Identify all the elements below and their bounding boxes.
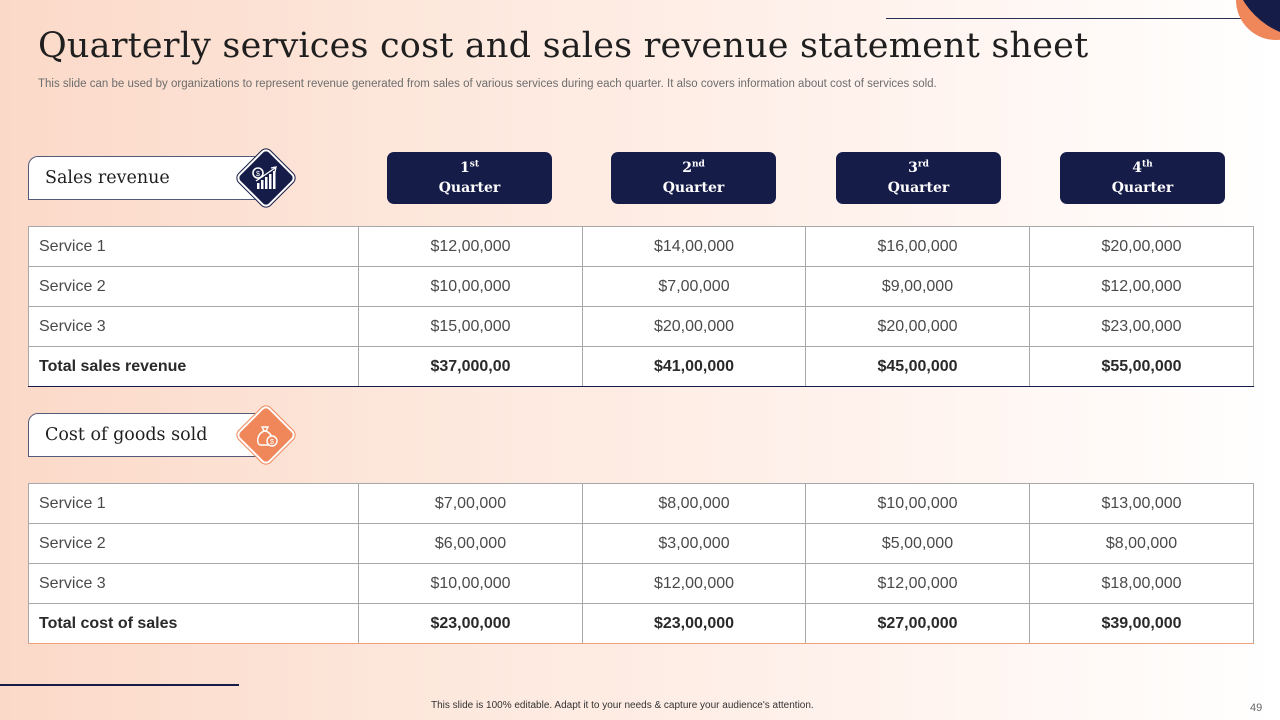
- table-cell: $8,00,000: [582, 483, 806, 524]
- table-row: Service 2 $6,00,000 $3,00,000 $5,00,000 …: [28, 523, 1254, 564]
- table-cell: $10,00,000: [358, 563, 583, 604]
- svg-text:$: $: [256, 171, 260, 178]
- decorative-top-line: [886, 18, 1242, 19]
- table-cell: $10,00,000: [805, 483, 1030, 524]
- row-label: Total sales revenue: [28, 346, 359, 387]
- sales-revenue-label: Sales revenue: [28, 156, 260, 200]
- growth-chart-money-icon: $: [234, 146, 298, 210]
- table-cell: $14,00,000: [582, 226, 806, 267]
- table-cell: $18,00,000: [1029, 563, 1254, 604]
- quarter-3-header: 3rd Quarter: [836, 152, 1001, 204]
- table-row: Service 3 $15,00,000 $20,00,000 $20,00,0…: [28, 306, 1254, 347]
- table-cell: $41,00,000: [582, 346, 806, 387]
- table-cell: $15,00,000: [358, 306, 583, 347]
- table-cell: $9,00,000: [805, 266, 1030, 307]
- table-cell: $8,00,000: [1029, 523, 1254, 564]
- table-cell: $23,00,000: [582, 603, 806, 644]
- table-cell: $55,00,000: [1029, 346, 1254, 387]
- table-cell: $10,00,000: [358, 266, 583, 307]
- table-cell: $7,00,000: [582, 266, 806, 307]
- total-row: Total sales revenue $37,000,00 $41,00,00…: [28, 346, 1254, 387]
- page-number: 49: [1250, 702, 1263, 714]
- table-cell: $7,00,000: [358, 483, 583, 524]
- row-label: Service 2: [28, 266, 359, 307]
- cost-of-goods-sold-label: Cost of goods sold: [28, 413, 260, 457]
- footer-note: This slide is 100% editable. Adapt it to…: [431, 700, 814, 711]
- table-cell: $20,00,000: [1029, 226, 1254, 267]
- table-row: Service 3 $10,00,000 $12,00,000 $12,00,0…: [28, 563, 1254, 604]
- table-cell: $16,00,000: [805, 226, 1030, 267]
- row-label: Service 1: [28, 483, 359, 524]
- row-label: Service 3: [28, 563, 359, 604]
- table-cell: $37,000,00: [358, 346, 583, 387]
- table-cell: $12,00,000: [582, 563, 806, 604]
- page-title: Quarterly services cost and sales revenu…: [38, 26, 1089, 66]
- total-row: Total cost of sales $23,00,000 $23,00,00…: [28, 603, 1254, 644]
- table-cell: $5,00,000: [805, 523, 1030, 564]
- table-cell: $23,00,000: [358, 603, 583, 644]
- quarter-4-header: 4th Quarter: [1060, 152, 1225, 204]
- table-cell: $12,00,000: [358, 226, 583, 267]
- money-bag-icon: $: [234, 403, 298, 467]
- row-label: Total cost of sales: [28, 603, 359, 644]
- table-cell: $23,00,000: [1029, 306, 1254, 347]
- table-cell: $20,00,000: [805, 306, 1030, 347]
- table-row: Service 2 $10,00,000 $7,00,000 $9,00,000…: [28, 266, 1254, 307]
- table-cell: $3,00,000: [582, 523, 806, 564]
- svg-text:$: $: [270, 439, 274, 446]
- table-cell: $45,00,000: [805, 346, 1030, 387]
- table-cell: $27,00,000: [805, 603, 1030, 644]
- table-cell: $6,00,000: [358, 523, 583, 564]
- table-row: Service 1 $12,00,000 $14,00,000 $16,00,0…: [28, 226, 1254, 267]
- table-cell: $12,00,000: [805, 563, 1030, 604]
- row-label: Service 3: [28, 306, 359, 347]
- table-cell: $12,00,000: [1029, 266, 1254, 307]
- table-cell: $20,00,000: [582, 306, 806, 347]
- cost-of-goods-sold-table: Service 1 $7,00,000 $8,00,000 $10,00,000…: [28, 483, 1254, 644]
- table-row: Service 1 $7,00,000 $8,00,000 $10,00,000…: [28, 483, 1254, 524]
- row-label: Service 2: [28, 523, 359, 564]
- row-label: Service 1: [28, 226, 359, 267]
- table-cell: $39,00,000: [1029, 603, 1254, 644]
- page-subtitle: This slide can be used by organizations …: [38, 78, 937, 90]
- table-cell: $13,00,000: [1029, 483, 1254, 524]
- quarter-2-header: 2nd Quarter: [611, 152, 776, 204]
- sales-revenue-table: Service 1 $12,00,000 $14,00,000 $16,00,0…: [28, 226, 1254, 387]
- decorative-bottom-line: [0, 684, 239, 686]
- quarter-1-header: 1st Quarter: [387, 152, 552, 204]
